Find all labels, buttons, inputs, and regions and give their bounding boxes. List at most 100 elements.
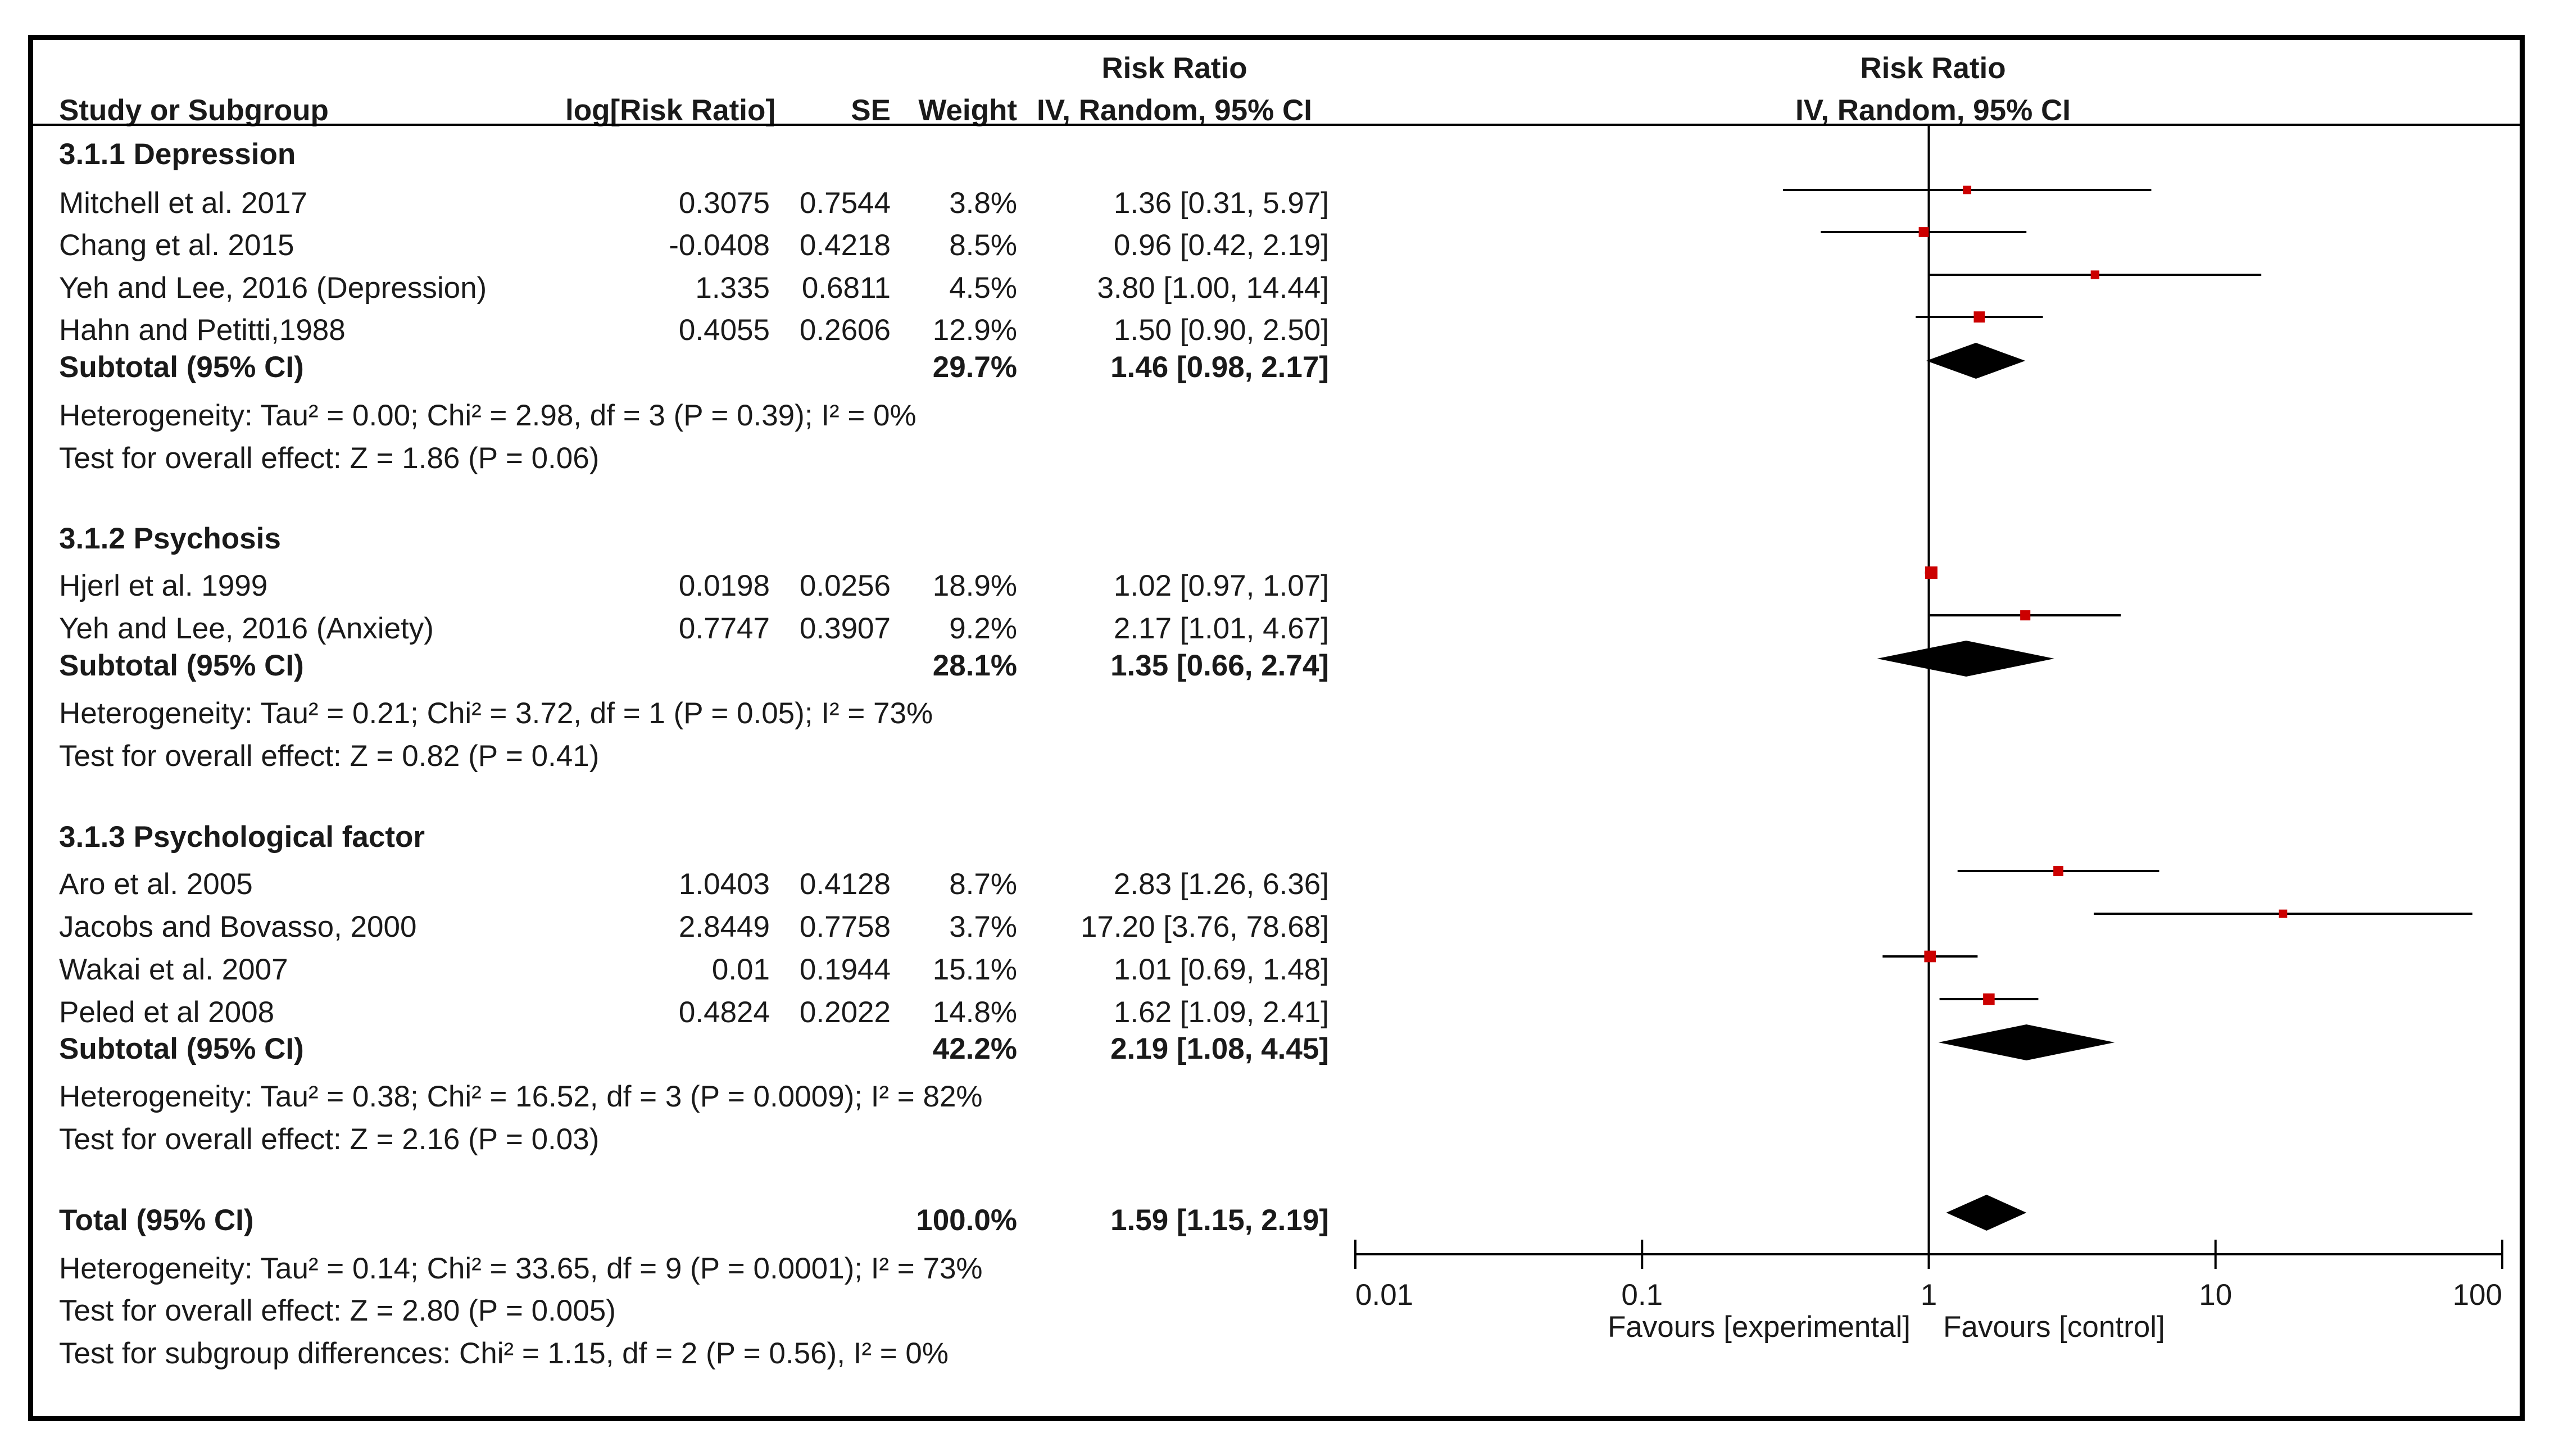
study-effect-marker xyxy=(1983,993,1995,1005)
study-name: Peled et al 2008 xyxy=(59,996,275,1029)
subtotal-diamond xyxy=(1938,1024,2115,1060)
study-effect-marker xyxy=(2279,909,2288,918)
study-weight: 18.9% xyxy=(932,569,1017,602)
study-effect-marker xyxy=(1924,950,1936,963)
heterogeneity-text: Heterogeneity: Tau² = 0.14; Chi² = 33.65… xyxy=(59,1252,983,1285)
study-weight: 8.5% xyxy=(949,229,1017,262)
x-axis-tick-label: 0.01 xyxy=(1355,1278,1413,1312)
study-weight: 9.2% xyxy=(949,612,1017,645)
study-ci-text: 2.17 [1.01, 4.67] xyxy=(1113,612,1329,645)
overall-effect-text: Test for overall effect: Z = 1.86 (P = 0… xyxy=(59,442,600,475)
axis-label-favours-experimental: Favours [experimental] xyxy=(1607,1310,1911,1344)
heterogeneity-text: Heterogeneity: Tau² = 0.00; Chi² = 2.98,… xyxy=(59,399,916,432)
study-effect-marker xyxy=(1925,566,1938,579)
study-logrr: 0.7747 xyxy=(678,612,770,645)
study-weight: 8.7% xyxy=(949,868,1017,901)
study-weight: 3.7% xyxy=(949,910,1017,944)
subtotal-label: Subtotal (95% CI) xyxy=(59,1032,304,1065)
header-log-risk-ratio: log[Risk Ratio] xyxy=(565,94,775,127)
subtotal-label: Subtotal (95% CI) xyxy=(59,649,304,682)
group-title: 3.1.3 Psychological factor xyxy=(59,820,425,854)
x-axis-tick-label: 1 xyxy=(1921,1278,1937,1312)
axis-label-favours-control: Favours [control] xyxy=(1943,1310,2165,1344)
subtotal-weight: 29.7% xyxy=(932,351,1017,384)
overall-effect-text: Test for overall effect: Z = 2.16 (P = 0… xyxy=(59,1123,600,1156)
heterogeneity-text: Heterogeneity: Tau² = 0.21; Chi² = 3.72,… xyxy=(59,697,933,730)
study-weight: 14.8% xyxy=(932,996,1017,1029)
overall-effect-text: Test for overall effect: Z = 2.80 (P = 0… xyxy=(59,1294,616,1327)
study-logrr: 0.4824 xyxy=(678,996,770,1029)
study-ci-text: 2.83 [1.26, 6.36] xyxy=(1113,868,1329,901)
study-se: 0.4218 xyxy=(799,229,891,262)
study-logrr: 0.4055 xyxy=(678,314,770,347)
study-logrr: 1.0403 xyxy=(678,868,770,901)
subtotal-ci-text: 1.46 [0.98, 2.17] xyxy=(1110,351,1329,384)
subtotal-ci-text: 2.19 [1.08, 4.45] xyxy=(1110,1032,1329,1065)
study-name: Yeh and Lee, 2016 (Depression) xyxy=(59,271,487,305)
study-weight: 4.5% xyxy=(949,271,1017,305)
x-axis-tick-label: 100 xyxy=(2453,1278,2502,1312)
study-effect-marker xyxy=(2020,610,2031,621)
total-diamond xyxy=(1946,1195,2027,1231)
study-ci-text: 3.80 [1.00, 14.44] xyxy=(1097,271,1329,305)
study-effect-marker xyxy=(1918,227,1929,237)
group-title: 3.1.2 Psychosis xyxy=(59,522,281,555)
study-ci-text: 0.96 [0.42, 2.19] xyxy=(1113,229,1329,262)
study-ci-text: 1.62 [1.09, 2.41] xyxy=(1113,996,1329,1029)
study-effect-marker xyxy=(1973,311,1985,323)
header-study: Study or Subgroup xyxy=(59,94,329,127)
x-axis-tick-label: 10 xyxy=(2199,1278,2232,1312)
header-plot-method: IV, Random, 95% CI xyxy=(1795,94,2071,127)
group-title: 3.1.1 Depression xyxy=(59,138,296,171)
header-se: SE xyxy=(851,94,891,127)
study-se: 0.4128 xyxy=(799,868,891,901)
study-name: Mitchell et al. 2017 xyxy=(59,187,307,220)
study-name: Hahn and Petitti,1988 xyxy=(59,314,346,347)
total-label: Total (95% CI) xyxy=(59,1204,254,1237)
subtotal-label: Subtotal (95% CI) xyxy=(59,351,304,384)
study-se: 0.7544 xyxy=(799,187,891,220)
study-effect-marker xyxy=(1963,185,1972,194)
heterogeneity-text: Heterogeneity: Tau² = 0.38; Chi² = 16.52… xyxy=(59,1080,983,1113)
header-weight: Weight xyxy=(918,94,1017,127)
study-weight: 12.9% xyxy=(932,314,1017,347)
study-weight: 15.1% xyxy=(932,953,1017,986)
overall-effect-text: Test for overall effect: Z = 0.82 (P = 0… xyxy=(59,740,600,773)
figure-frame xyxy=(28,35,2525,1421)
study-effect-marker xyxy=(2090,270,2100,279)
study-effect-marker xyxy=(2053,866,2063,876)
study-name: Wakai et al. 2007 xyxy=(59,953,288,986)
study-se: 0.2606 xyxy=(799,314,891,347)
study-logrr: 0.0198 xyxy=(678,569,770,602)
header-plot-title: Risk Ratio xyxy=(1860,52,2006,85)
study-logrr: 0.01 xyxy=(711,953,770,986)
study-name: Jacobs and Bovasso, 2000 xyxy=(59,910,417,944)
subtotal-weight: 28.1% xyxy=(932,649,1017,682)
subgroup-differences-text: Test for subgroup differences: Chi² = 1.… xyxy=(59,1337,949,1370)
subtotal-weight: 42.2% xyxy=(932,1032,1017,1065)
header-risk-ratio-method: IV, Random, 95% CI xyxy=(1037,94,1312,127)
study-se: 0.1944 xyxy=(799,953,891,986)
study-se: 0.0256 xyxy=(799,569,891,602)
study-ci-text: 1.50 [0.90, 2.50] xyxy=(1113,314,1329,347)
study-logrr: -0.0408 xyxy=(669,229,770,262)
subtotal-diamond xyxy=(1926,343,2026,379)
total-weight: 100.0% xyxy=(916,1204,1017,1237)
study-se: 0.3907 xyxy=(799,612,891,645)
study-name: Hjerl et al. 1999 xyxy=(59,569,268,602)
study-ci-text: 1.36 [0.31, 5.97] xyxy=(1113,187,1329,220)
subtotal-diamond xyxy=(1877,641,2054,677)
study-logrr: 2.8449 xyxy=(678,910,770,944)
study-name: Yeh and Lee, 2016 (Anxiety) xyxy=(59,612,434,645)
total-ci-text: 1.59 [1.15, 2.19] xyxy=(1110,1204,1329,1237)
study-se: 0.6811 xyxy=(801,271,891,305)
study-weight: 3.8% xyxy=(949,187,1017,220)
study-ci-text: 1.02 [0.97, 1.07] xyxy=(1113,569,1329,602)
study-logrr: 0.3075 xyxy=(678,187,770,220)
study-name: Aro et al. 2005 xyxy=(59,868,253,901)
subtotal-ci-text: 1.35 [0.66, 2.74] xyxy=(1110,649,1329,682)
x-axis-tick-label: 0.1 xyxy=(1621,1278,1663,1312)
study-name: Chang et al. 2015 xyxy=(59,229,294,262)
